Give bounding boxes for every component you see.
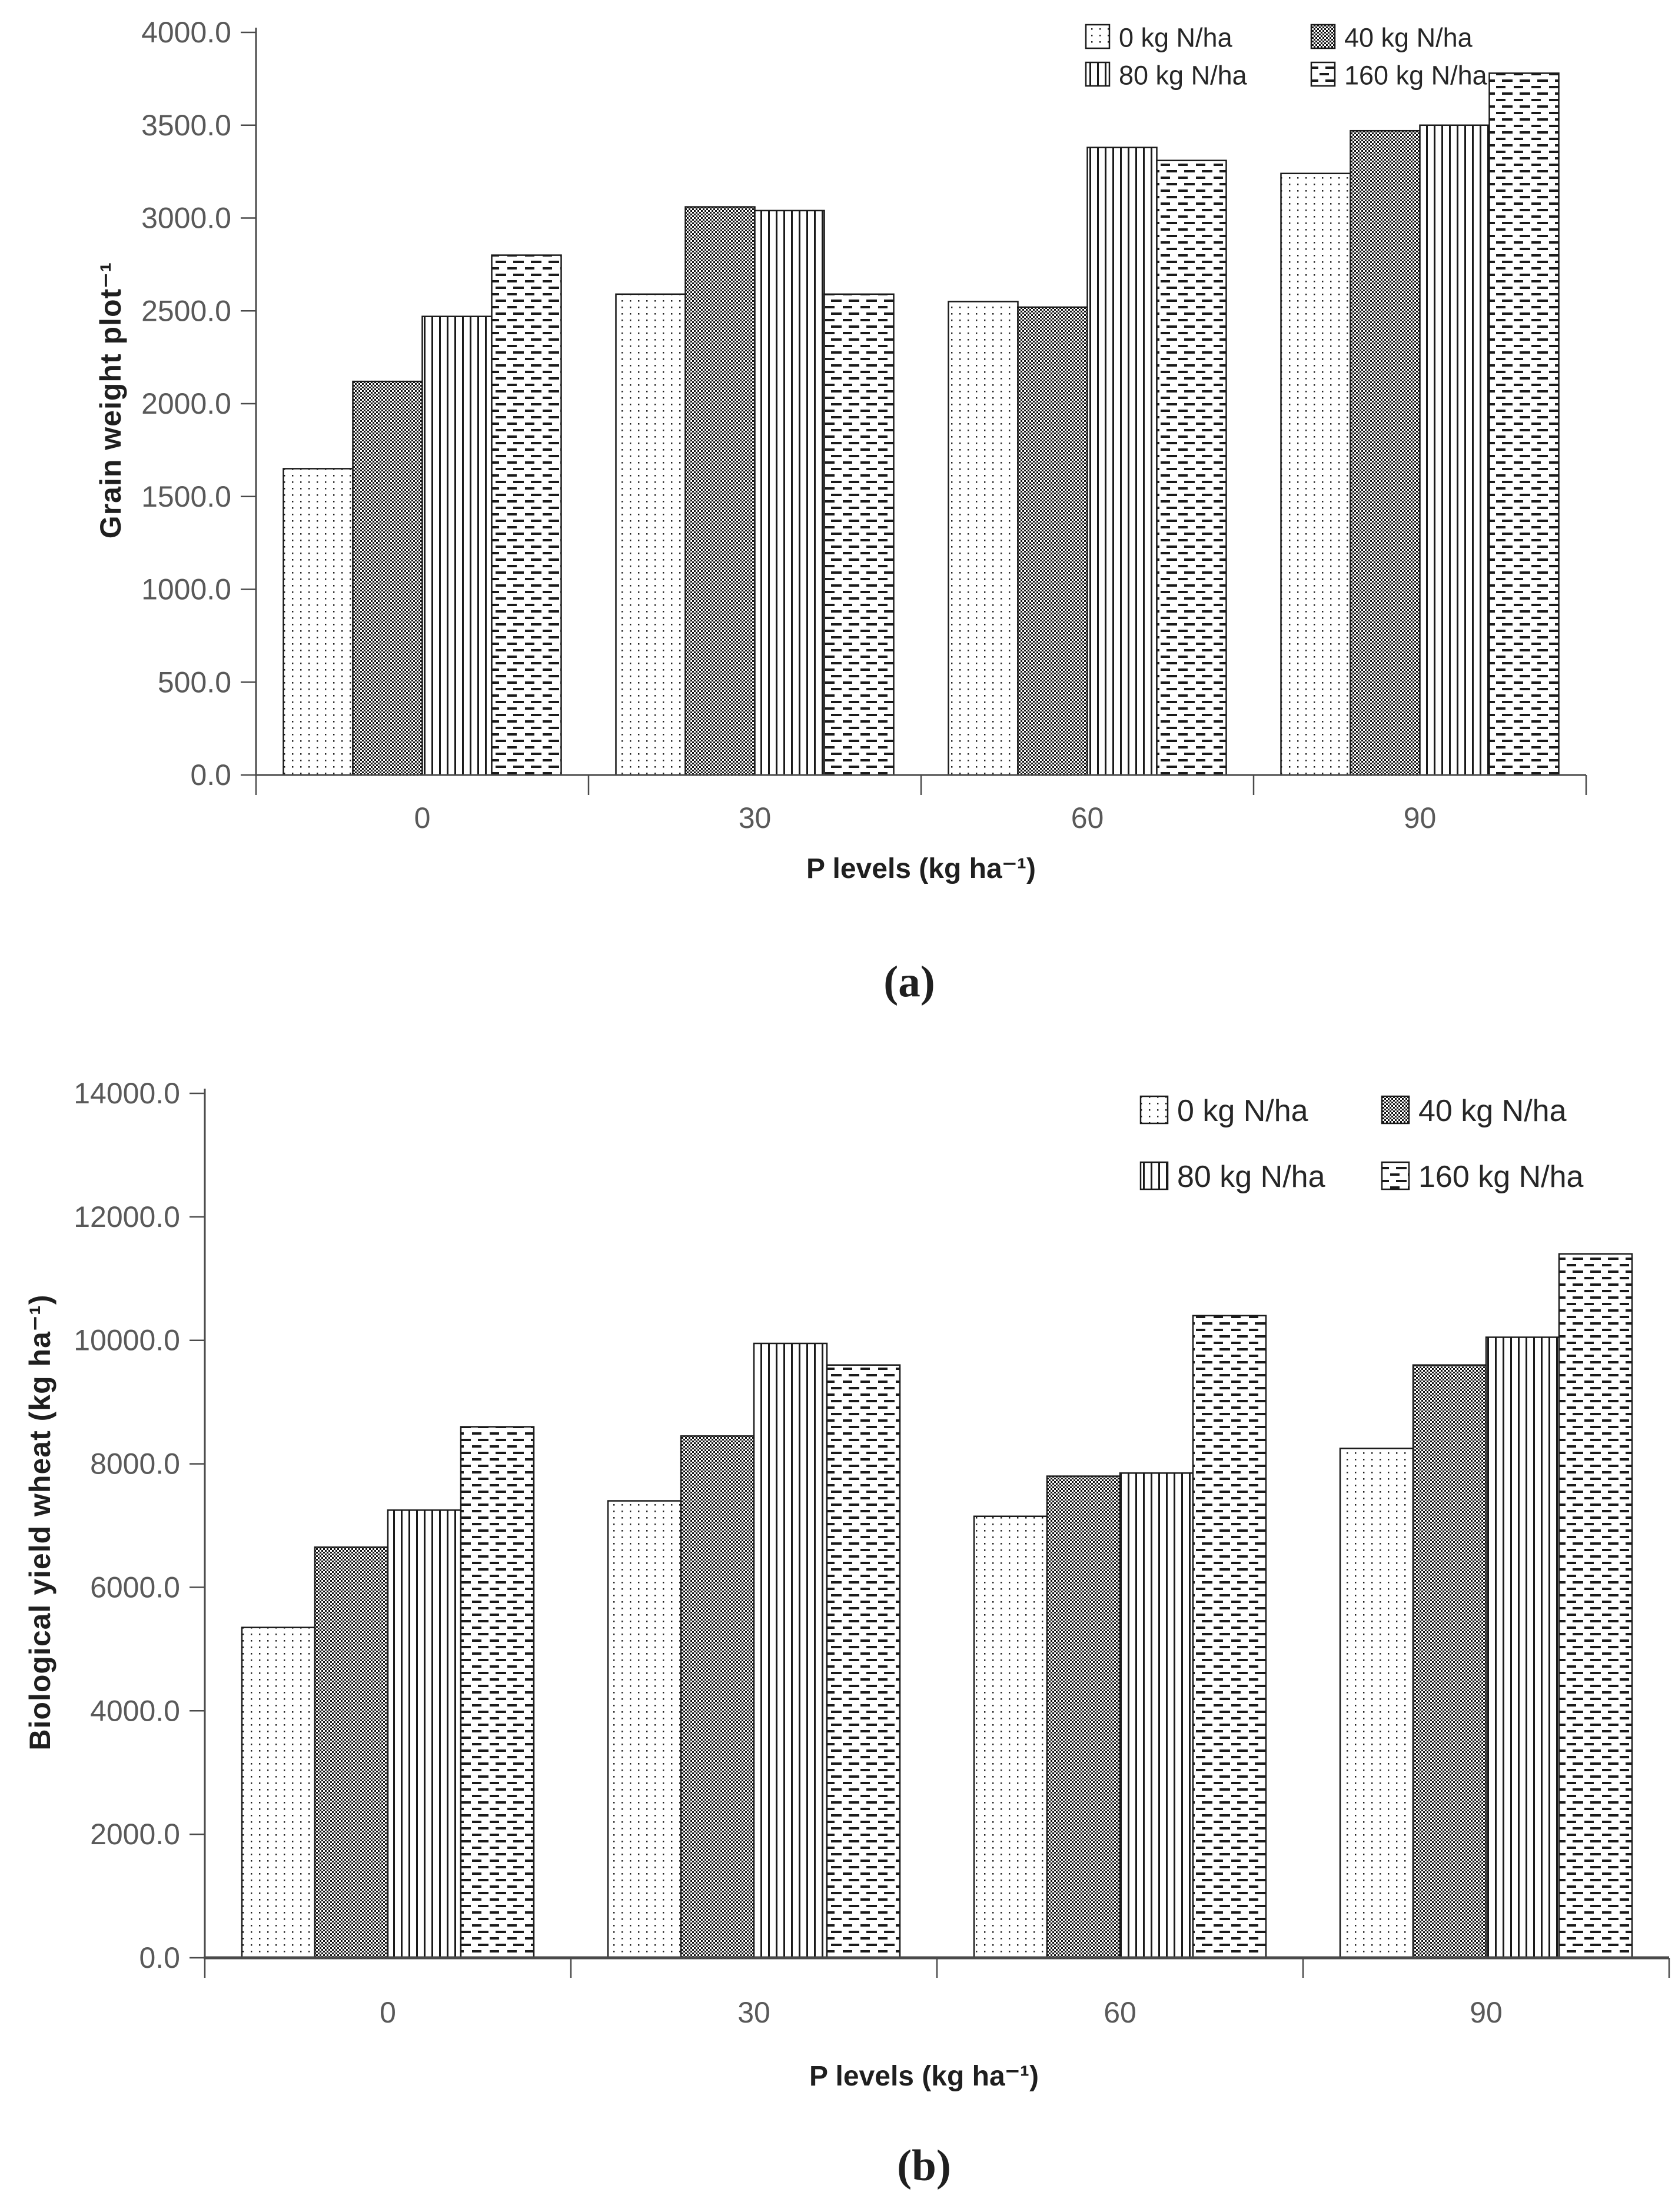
x-tick-label: 30 xyxy=(739,801,772,834)
legend-label: 0 kg N/ha xyxy=(1119,23,1233,53)
bar xyxy=(1046,1475,1121,1959)
legend-item-checker: 40 kg N/ha xyxy=(1381,1094,1567,1128)
x-tick-label: 0 xyxy=(414,801,431,834)
legend-label: 80 kg N/ha xyxy=(1119,61,1248,91)
legend-item-vlines: 80 kg N/ha xyxy=(1139,1160,1325,1194)
x-tick-label: 90 xyxy=(1470,1996,1503,2029)
y-tick-label: 1500.0 xyxy=(141,480,231,513)
bar xyxy=(1558,1253,1633,1959)
bar xyxy=(421,315,493,776)
y-tick-label: 8000.0 xyxy=(90,1448,180,1481)
legend-swatch-vlines-icon xyxy=(1139,1161,1169,1190)
x-tick-label: 30 xyxy=(737,1996,770,2029)
y-tick-label: 12000.0 xyxy=(74,1200,180,1233)
x-tick-label: 0 xyxy=(380,1996,396,2029)
bar xyxy=(314,1546,389,1959)
legend-swatch-dashes-icon xyxy=(1381,1161,1410,1190)
bar xyxy=(460,1426,535,1959)
y-tick-label: 4000.0 xyxy=(90,1694,180,1727)
chart-a-x-axis-title: P levels (kg ha⁻¹) xyxy=(806,853,1036,884)
legend-item-dots: 0 kg N/ha xyxy=(1085,23,1233,53)
legend-label: 0 kg N/ha xyxy=(1177,1094,1308,1128)
y-tick-label: 0.0 xyxy=(190,759,231,791)
y-tick-label: 3000.0 xyxy=(141,202,231,235)
y-tick-label: 2000.0 xyxy=(90,1818,180,1851)
bar xyxy=(387,1509,462,1959)
chart-b: 0.0 2000.0 4000.0 6000.0 8000.0 10000.0 12000.… xyxy=(74,1077,1670,2029)
bar xyxy=(352,380,423,776)
y-tick-label: 0.0 xyxy=(139,1941,180,1974)
legend-label: 160 kg N/ha xyxy=(1344,61,1488,91)
y-tick-label: 1000.0 xyxy=(141,573,231,606)
bar xyxy=(1119,1472,1194,1959)
y-tick-label: 14000.0 xyxy=(74,1077,180,1110)
y-tick-label: 2000.0 xyxy=(141,387,231,420)
bar xyxy=(1488,72,1560,776)
y-tick-label: 500.0 xyxy=(158,666,231,698)
chart-b-y-axis-title: Biological yield wheat (kg ha⁻¹) xyxy=(24,1294,57,1751)
legend-swatch-dots-icon xyxy=(1085,24,1111,49)
legend-swatch-dots-icon xyxy=(1139,1095,1169,1125)
legend-item-dots: 0 kg N/ha xyxy=(1139,1094,1308,1128)
bar xyxy=(1017,306,1088,776)
legend-item-dashes: 160 kg N/ha xyxy=(1381,1160,1583,1194)
legend-item-dashes: 160 kg N/ha xyxy=(1310,61,1488,91)
legend-swatch-checker-icon xyxy=(1310,24,1336,49)
bar xyxy=(1419,124,1490,776)
bar xyxy=(1339,1448,1414,1959)
bar xyxy=(491,254,562,776)
bar xyxy=(826,1364,901,1959)
legend-label: 80 kg N/ha xyxy=(1177,1160,1325,1194)
legend-swatch-vlines-icon xyxy=(1085,61,1111,87)
legend-label: 40 kg N/ha xyxy=(1418,1094,1567,1128)
chart-a: 0.0 500.0 1000.0 1500.0 2000.0 2500.0 3000.0 35… xyxy=(141,16,1587,834)
legend-item-vlines: 80 kg N/ha xyxy=(1085,61,1248,91)
bar xyxy=(241,1626,316,1959)
y-tick-label: 4000.0 xyxy=(141,16,231,49)
bar xyxy=(684,206,756,776)
bar xyxy=(948,301,1019,776)
bar xyxy=(823,293,895,776)
chart-a-y-axis-title: Grain weight plot⁻¹ xyxy=(94,261,127,539)
legend-label: 160 kg N/ha xyxy=(1418,1160,1583,1194)
x-tick-label: 90 xyxy=(1404,801,1437,834)
y-tick-label: 3500.0 xyxy=(141,109,231,142)
bar xyxy=(283,468,354,776)
y-tick-label: 2500.0 xyxy=(141,294,231,327)
bar xyxy=(1280,172,1351,776)
bar xyxy=(973,1515,1048,1959)
bar xyxy=(754,209,825,776)
bar xyxy=(1412,1364,1487,1959)
chart-b-x-axis-title: P levels (kg ha⁻¹) xyxy=(809,2061,1039,2092)
bar xyxy=(1485,1336,1560,1959)
bar xyxy=(1350,129,1421,776)
x-tick-label: 60 xyxy=(1104,1996,1136,2029)
y-tick-label: 6000.0 xyxy=(90,1571,180,1604)
bar xyxy=(607,1500,682,1959)
legend-item-checker: 40 kg N/ha xyxy=(1310,23,1473,53)
bar xyxy=(615,293,686,776)
bar xyxy=(680,1435,755,1959)
legend-label: 40 kg N/ha xyxy=(1344,23,1473,53)
legend-swatch-dashes-icon xyxy=(1310,61,1336,87)
legend-swatch-checker-icon xyxy=(1381,1095,1410,1125)
bar xyxy=(1156,159,1227,776)
chart-a-panel-label: (a) xyxy=(883,957,935,1006)
bar xyxy=(1086,147,1158,776)
bar xyxy=(753,1342,828,1959)
y-tick-label: 10000.0 xyxy=(74,1324,180,1357)
x-tick-label: 60 xyxy=(1071,801,1104,834)
chart-b-panel-label: (b) xyxy=(897,2141,951,2190)
bar xyxy=(1192,1315,1267,1959)
